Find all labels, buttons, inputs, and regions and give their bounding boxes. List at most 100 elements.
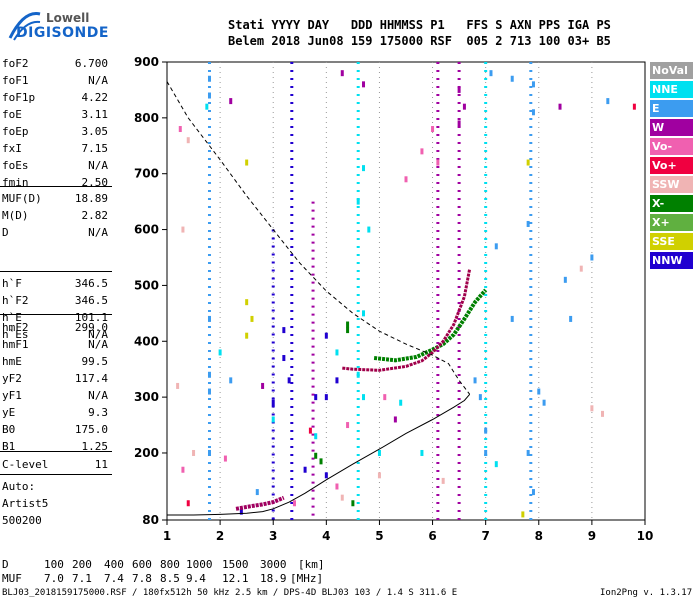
param-value: 175.0 bbox=[74, 423, 108, 436]
echo-point bbox=[314, 394, 318, 401]
x-trace bbox=[373, 288, 488, 363]
echo-point bbox=[229, 98, 233, 105]
echo-point bbox=[441, 477, 445, 484]
echo-point bbox=[346, 422, 350, 429]
distance-value: 1000 bbox=[186, 558, 213, 571]
echo-point bbox=[282, 355, 286, 362]
legend-item-x: X+ bbox=[650, 214, 693, 231]
echo-point bbox=[324, 472, 328, 479]
echo-point bbox=[404, 176, 408, 183]
x-tick-label: 4 bbox=[322, 529, 330, 543]
echo-point bbox=[351, 500, 355, 507]
echo-point bbox=[431, 126, 435, 133]
legend-item-e: E bbox=[650, 100, 693, 117]
echo-point bbox=[176, 382, 180, 389]
param-row-hes: h`Es N/A bbox=[2, 328, 108, 341]
param-row-fmin: fmin 2.50 bbox=[2, 176, 108, 189]
param-name: h`F bbox=[2, 277, 22, 290]
param-row-foep: foEp 3.05 bbox=[2, 125, 108, 138]
legend-item-w: W bbox=[650, 119, 693, 136]
muf-value: 18.9 bbox=[260, 572, 287, 585]
param-value: N/A bbox=[88, 328, 108, 341]
param-value: N/A bbox=[88, 389, 108, 402]
param-value: 299.0 bbox=[74, 321, 108, 334]
distance-value: 1500 bbox=[222, 558, 249, 571]
param-name: h`F2 bbox=[2, 294, 29, 307]
distance-value: 800 bbox=[160, 558, 180, 571]
muf-value: 8.5 bbox=[160, 572, 180, 585]
echo-point bbox=[245, 332, 249, 339]
param-value: N/A bbox=[88, 338, 108, 351]
echo-point bbox=[526, 159, 530, 166]
y-tick-label: 900 bbox=[134, 55, 159, 69]
echo-point bbox=[558, 103, 562, 110]
echo-point bbox=[218, 349, 222, 356]
param-separator bbox=[0, 474, 112, 475]
param-value: N/A bbox=[88, 226, 108, 239]
y-tick-label: 200 bbox=[134, 446, 159, 460]
echo-point bbox=[271, 416, 275, 423]
y-tick-label: 700 bbox=[134, 167, 159, 181]
distance-value: [km] bbox=[298, 558, 325, 571]
x-tick-label: 3 bbox=[269, 529, 277, 543]
param-row-foes: foEs N/A bbox=[2, 159, 108, 172]
echo-point bbox=[362, 394, 366, 401]
autoscale-line-2: Artist5 bbox=[2, 497, 49, 510]
x-tick-label: 5 bbox=[375, 529, 383, 543]
y-tick-label: 80 bbox=[142, 513, 159, 527]
x-tick-label: 8 bbox=[535, 529, 543, 543]
echo-point bbox=[601, 410, 605, 417]
echo-point bbox=[287, 377, 291, 384]
param-name: foEp bbox=[2, 125, 29, 138]
legend-item-vo: Vo+ bbox=[650, 157, 693, 174]
echo-point bbox=[473, 377, 477, 384]
param-name: MUF(D) bbox=[2, 192, 42, 205]
echo-point bbox=[245, 159, 249, 166]
param-name: D bbox=[2, 226, 9, 239]
muf-value: 7.1 bbox=[72, 572, 92, 585]
param-name: B0 bbox=[2, 423, 16, 436]
echo-point bbox=[436, 159, 440, 166]
muf-value: 7.4 bbox=[104, 572, 124, 585]
echo-point bbox=[340, 70, 344, 77]
legend-item-sse: SSE bbox=[650, 233, 693, 250]
antenna-logo-icon bbox=[8, 12, 41, 41]
echo-point bbox=[542, 399, 546, 406]
param-value: 7.15 bbox=[81, 142, 109, 155]
echo-point bbox=[510, 75, 514, 82]
echo-point bbox=[367, 226, 371, 233]
echo-point bbox=[457, 120, 461, 127]
echo-point bbox=[205, 103, 209, 110]
param-name: foF1 bbox=[2, 74, 29, 87]
echo-point bbox=[362, 310, 366, 317]
echo-point bbox=[261, 382, 265, 389]
param-name: M(D) bbox=[2, 209, 29, 222]
echo-point bbox=[356, 371, 360, 378]
echo-point bbox=[245, 299, 249, 306]
param-value: 18.89 bbox=[74, 192, 108, 205]
param-name: hmF2 bbox=[2, 321, 29, 334]
distance-value: 600 bbox=[132, 558, 152, 571]
param-name: hmE bbox=[2, 355, 22, 368]
legend-item-vo: Vo- bbox=[650, 138, 693, 155]
muf-value: 12.1 bbox=[222, 572, 249, 585]
echo-point bbox=[207, 371, 211, 378]
lowell-digisonde-logo: Lowell DIGISONDE bbox=[6, 8, 126, 44]
echo-point bbox=[457, 86, 461, 93]
param-row-ye: yE 9.3 bbox=[2, 406, 108, 419]
echo-point bbox=[377, 472, 381, 479]
x-tick-label: 9 bbox=[588, 529, 596, 543]
echo-point bbox=[223, 455, 227, 462]
echo-point bbox=[207, 92, 211, 99]
echo-point bbox=[324, 332, 328, 339]
param-row-fof1: foF1 N/A bbox=[2, 74, 108, 87]
param-value: 2.82 bbox=[81, 209, 109, 222]
echo-point bbox=[462, 103, 466, 110]
muf-value: 9.4 bbox=[186, 572, 206, 585]
echo-point bbox=[531, 81, 535, 88]
echo-point bbox=[229, 377, 233, 384]
distance-value: 100 bbox=[44, 558, 64, 571]
param-name: C-level bbox=[2, 458, 49, 471]
logo-line-digisonde: DIGISONDE bbox=[16, 25, 109, 41]
